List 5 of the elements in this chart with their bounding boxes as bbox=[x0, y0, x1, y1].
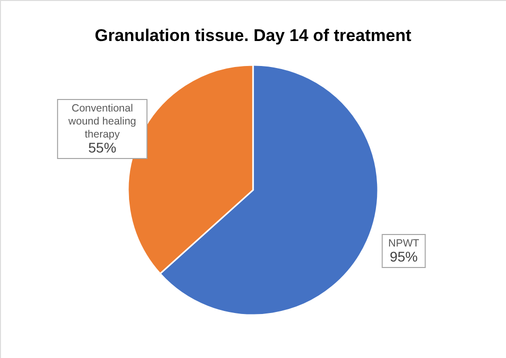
data-label: 95% bbox=[390, 248, 418, 265]
slice-label: Conventional wound healing therapy bbox=[67, 102, 136, 140]
chart-title: Granulation tissue. Day 14 of treatment bbox=[94, 26, 412, 45]
data-label: 55% bbox=[88, 139, 116, 156]
slice-label: NPWT bbox=[388, 238, 420, 250]
